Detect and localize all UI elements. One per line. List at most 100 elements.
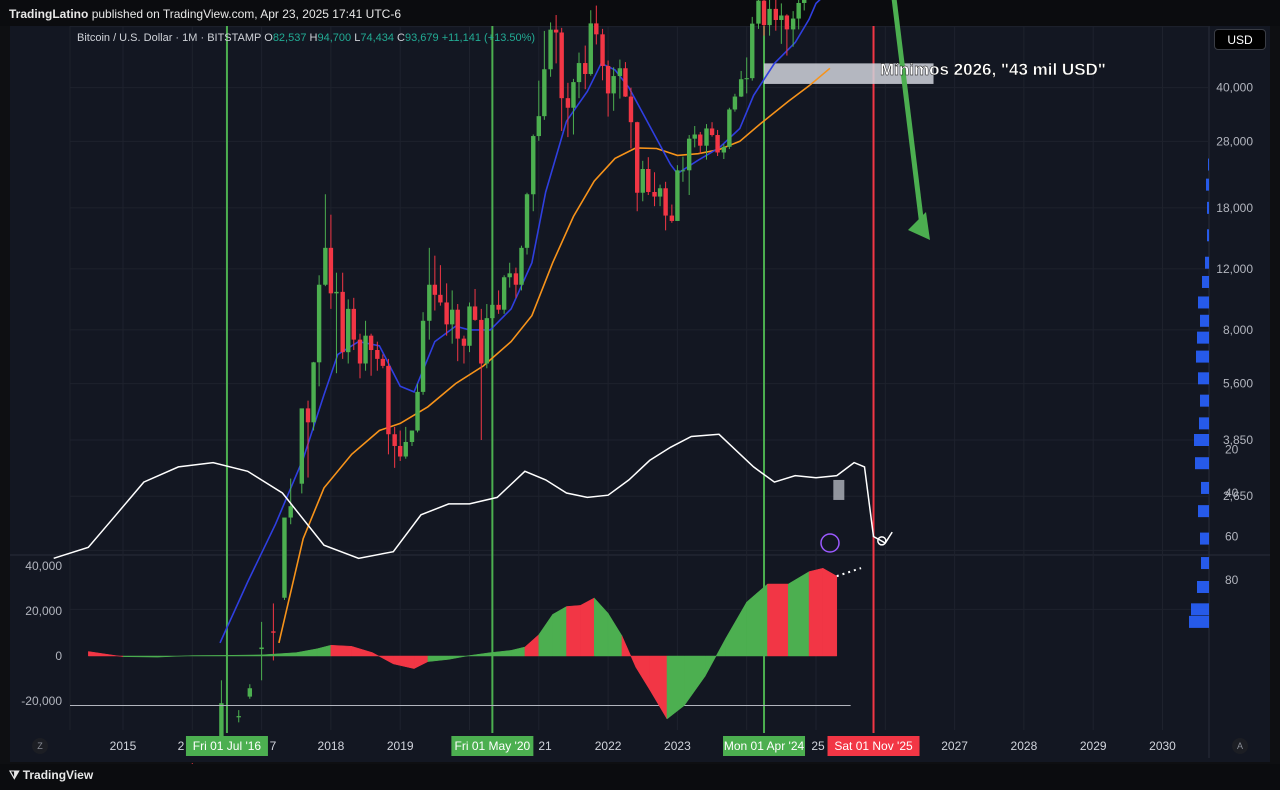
candle-body: [501, 277, 507, 310]
candle: [409, 430, 415, 446]
candle: [628, 87, 634, 149]
candle-body: [490, 304, 495, 319]
support-zone: [764, 63, 934, 84]
year-tick-label: 2019: [387, 739, 414, 753]
candle-body: [657, 188, 663, 197]
candle: [669, 204, 675, 223]
candle-body: [617, 68, 623, 77]
candle: [744, 57, 749, 94]
candle: [271, 603, 276, 661]
candle-body: [334, 291, 339, 294]
candle: [438, 265, 443, 306]
candle-body: [646, 168, 651, 192]
volume-bar: [1206, 178, 1209, 191]
candle-body: [496, 304, 501, 310]
candle: [611, 67, 616, 111]
candle: [282, 517, 287, 600]
candle-body: [715, 135, 720, 153]
annotation-min: Mínimos 2026, "43 mil USD": [880, 60, 1106, 79]
auto-scale-button[interactable]: A: [1232, 738, 1248, 754]
volume-bar: [1194, 434, 1209, 446]
candle-body: [444, 302, 449, 325]
z-button[interactable]: Z: [32, 738, 48, 754]
candle-body: [316, 284, 322, 363]
candle-body: [559, 32, 564, 99]
candle: [392, 426, 397, 468]
candle-body: [524, 194, 530, 248]
candle: [796, 0, 801, 30]
candle: [259, 621, 264, 681]
candle: [415, 383, 420, 433]
candle-body: [299, 408, 304, 484]
candle-body: [363, 335, 368, 364]
volume-bar: [1208, 158, 1209, 171]
candle-body: [767, 8, 772, 26]
candle: [479, 308, 484, 440]
candle: [652, 172, 657, 207]
candle: [588, 10, 593, 76]
date-badge: Sat 01 Nov '25: [827, 736, 920, 756]
candle-body: [773, 8, 779, 20]
currency-button[interactable]: USD: [1214, 29, 1266, 50]
candle: [790, 11, 796, 47]
candle: [692, 126, 697, 148]
volume-bar: [1207, 229, 1209, 242]
osc-dotted-projection: [836, 567, 862, 578]
candle: [398, 430, 403, 461]
candle-body: [236, 716, 241, 718]
volume-bar: [1191, 603, 1209, 616]
vertical-markers: [225, 26, 875, 733]
symbol-name[interactable]: Bitcoin / U.S. Dollar · 1M · BITSTAMP: [77, 32, 262, 44]
candle-body: [479, 319, 484, 364]
year-tick-fragment: 7: [270, 739, 277, 753]
year-tick-label: 2028: [1011, 739, 1038, 753]
published-text: TradingLatino published on TradingView.c…: [9, 7, 401, 21]
year-tick-fragment: 2: [178, 739, 185, 753]
chart-panel: [10, 26, 1270, 762]
price-axis: 2,650 3,850 5,600 8,000 12,000 18,000 28,000 40…: [1216, 81, 1253, 504]
candle: [334, 272, 339, 374]
candle: [507, 262, 512, 288]
candle: [524, 192, 530, 255]
publisher-bar: TradingLatino published on TradingView.c…: [0, 0, 1280, 26]
volume-bar: [1197, 580, 1209, 593]
candle-body: [328, 247, 334, 294]
candle-body: [305, 408, 311, 423]
date-badge: Fri 01 Jul '16: [185, 736, 268, 756]
volume-bar: [1197, 331, 1209, 344]
date-badge-bg: [451, 736, 534, 756]
candle: [600, 28, 605, 81]
osc-hist-segment: [330, 644, 352, 657]
candle-body: [640, 168, 645, 193]
candle: [531, 134, 536, 212]
candle: [346, 299, 351, 364]
candle: [375, 341, 380, 371]
candle: [779, 3, 784, 44]
osc-hist-segment: [192, 655, 228, 657]
volume-bar: [1200, 394, 1209, 407]
volume-bar: [1189, 615, 1209, 628]
osc-right-tick-label: 80: [1225, 573, 1239, 587]
candle-body: [271, 631, 276, 633]
candle-body: [605, 65, 611, 94]
date-badge: Mon 01 Apr '24: [723, 736, 806, 756]
candle: [449, 290, 455, 344]
candle-body: [357, 339, 363, 364]
candle: [467, 302, 472, 353]
close-value: 93,679: [405, 32, 439, 44]
candle: [316, 275, 322, 387]
candle: [363, 320, 368, 371]
candle-body: [738, 79, 744, 97]
candle: [340, 272, 345, 359]
candle-body: [484, 318, 490, 364]
candle-body: [507, 273, 512, 278]
candle-body: [565, 98, 571, 108]
candle: [732, 93, 738, 112]
candle-body: [415, 391, 420, 431]
candle: [311, 361, 316, 431]
tradingview-logo[interactable]: ⧩ TradingView: [9, 768, 93, 783]
publisher-name[interactable]: TradingLatino: [9, 7, 89, 21]
year-tick-label: 2030: [1149, 739, 1176, 753]
candle: [368, 333, 374, 376]
